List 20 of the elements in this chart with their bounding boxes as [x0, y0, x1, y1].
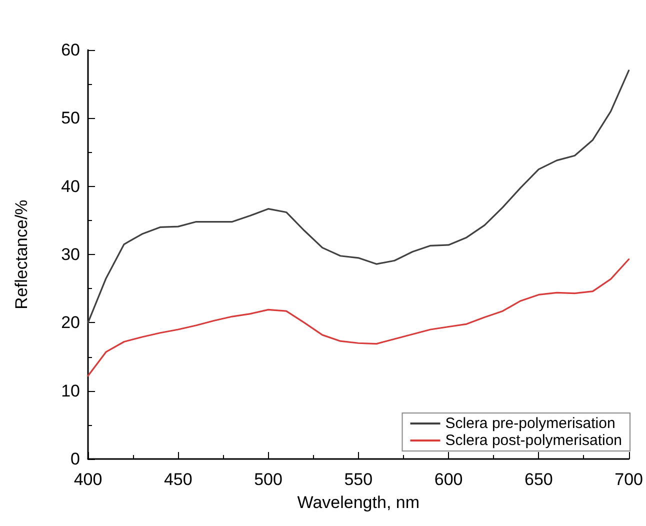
y-tick-label: 20 — [61, 313, 80, 332]
x-tick-label: 600 — [434, 470, 463, 489]
y-tick-label: 0 — [70, 450, 80, 468]
legend-label: Sclera post-polymerisation — [445, 432, 622, 449]
line-series — [87, 70, 630, 324]
x-axis-title: Wavelength, nm — [297, 493, 420, 512]
y-tick-label: 10 — [61, 381, 80, 400]
x-tick-label: 550 — [344, 470, 373, 489]
y-tick-label: 60 — [61, 40, 80, 60]
x-tick-label: 400 — [74, 470, 102, 489]
y-axis-title: Reflectance/% — [12, 200, 31, 310]
legend-label: Sclera pre-polymerisation — [445, 415, 616, 432]
line-series — [87, 258, 630, 377]
x-tick-label: 650 — [524, 470, 553, 489]
x-tick-label: 500 — [254, 470, 282, 489]
y-tick-label: 30 — [61, 245, 80, 264]
y-tick-label: 50 — [61, 108, 80, 128]
x-tick-label: 450 — [164, 470, 192, 489]
y-tick-label: 40 — [61, 176, 80, 196]
x-tick-label: 700 — [614, 470, 644, 489]
